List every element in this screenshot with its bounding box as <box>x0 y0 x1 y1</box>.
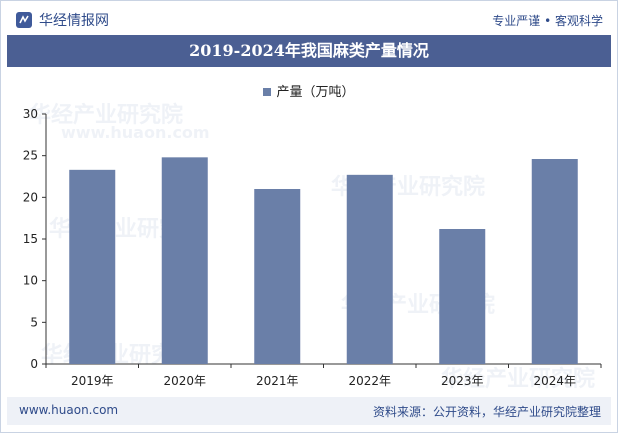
x-tick-label: 2023年 <box>441 374 484 388</box>
tagline: 专业严谨 • 客观科学 <box>492 14 603 28</box>
y-tick-label: 20 <box>23 190 38 204</box>
y-tick-label: 15 <box>23 232 38 246</box>
x-tick-label: 2020年 <box>163 374 206 388</box>
bar-2019年 <box>69 169 116 364</box>
bar-2024年 <box>531 159 578 364</box>
logo-text: 华经情报网 <box>39 13 109 29</box>
legend[interactable]: 产量（万吨） <box>1 81 617 100</box>
bar-2023年 <box>439 229 486 364</box>
top-bar: 华经情报网 专业严谨 • 客观科学 <box>1 1 617 35</box>
bar-2020年 <box>161 157 208 364</box>
legend-swatch <box>263 87 272 96</box>
logo-icon <box>16 12 32 28</box>
bar-2022年 <box>346 174 393 364</box>
footer-source: 资料来源：公开资料，华经产业研究院整理 <box>372 405 601 419</box>
legend-label: 产量（万吨） <box>276 85 355 100</box>
y-tick-label: 10 <box>23 274 38 288</box>
chart-title: 2019-2024年我国麻类产量情况 <box>7 35 611 67</box>
footer-url[interactable]: www.huaon.com <box>19 403 119 417</box>
y-tick-label: 30 <box>23 107 38 121</box>
y-tick-label: 0 <box>30 357 38 371</box>
brand-logo[interactable]: 华经情报网 <box>15 10 109 30</box>
footer: www.huaon.com 资料来源：公开资料，华经产业研究院整理 <box>7 397 611 425</box>
x-tick-label: 2024年 <box>533 374 576 388</box>
x-tick-label: 2022年 <box>348 374 391 388</box>
y-tick-label: 25 <box>23 149 38 163</box>
bar-chart: 0 5 10 15 20 25 30 2019年 2020年 2021年 2022年 2023年 202… <box>23 107 602 388</box>
x-tick-label: 2021年 <box>256 374 299 388</box>
bar-2021年 <box>254 189 301 364</box>
x-tick-label: 2019年 <box>71 374 114 388</box>
y-tick-label: 5 <box>30 315 38 329</box>
